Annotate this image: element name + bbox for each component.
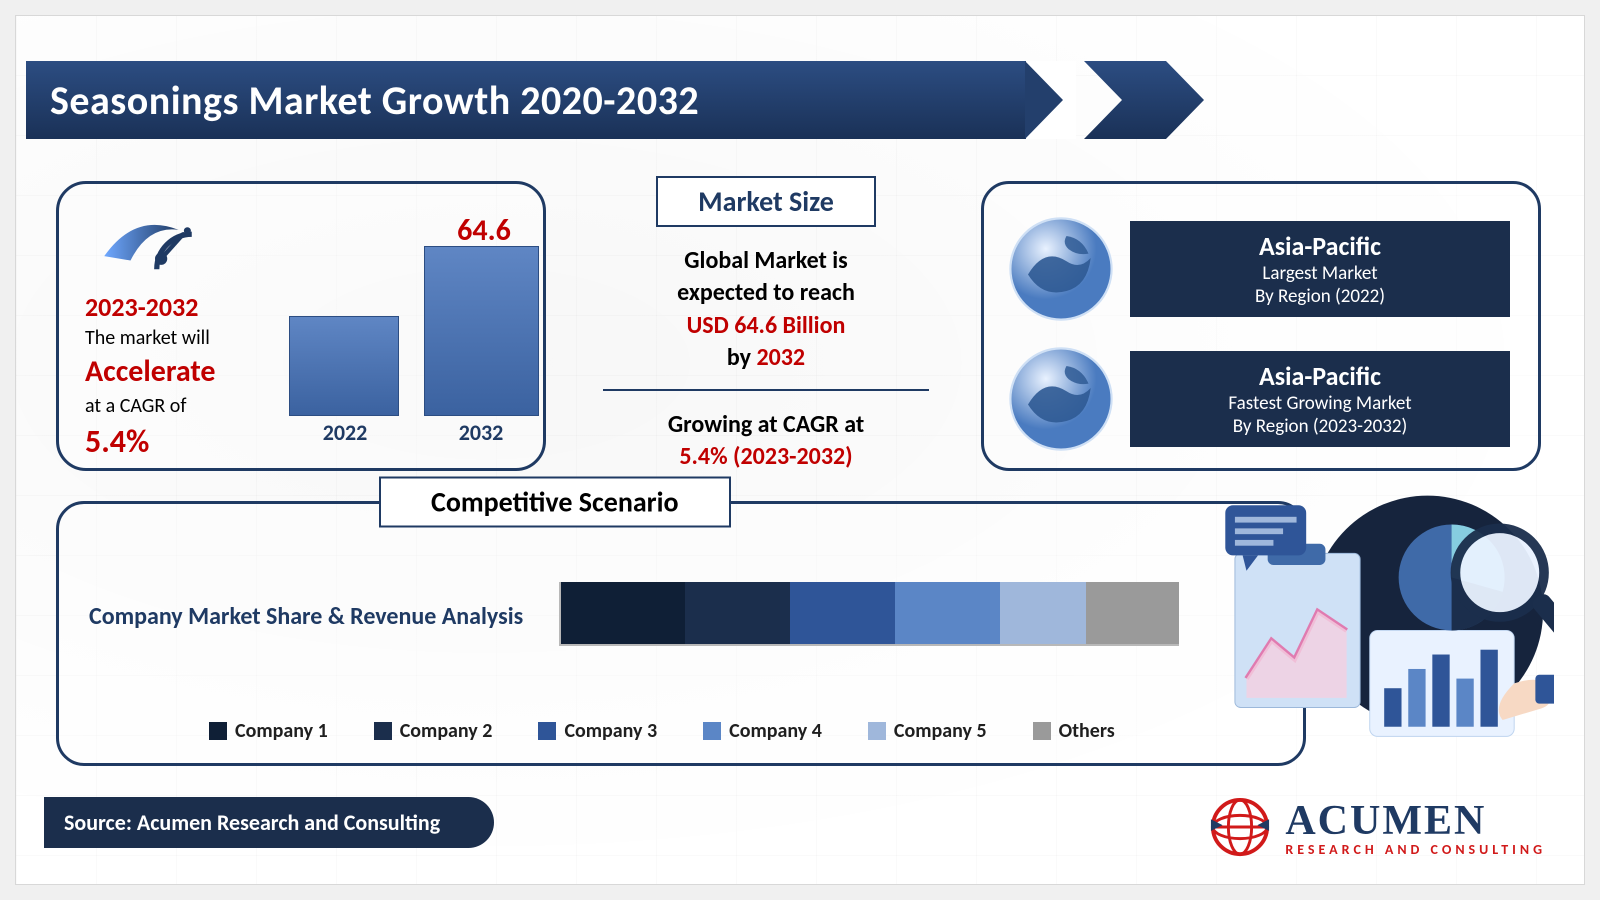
market-size-block: Market Size Global Market is expected to… bbox=[581, 176, 951, 473]
legend-label: Others bbox=[1059, 719, 1115, 743]
competitive-panel: Competitive Scenario Company Market Shar… bbox=[56, 501, 1306, 766]
legend-label: Company 4 bbox=[729, 719, 822, 743]
growth-line2: The market will bbox=[85, 326, 210, 350]
source-pill: Source: Acumen Research and Consulting bbox=[44, 797, 494, 848]
bar-label-2022: 2022 bbox=[285, 419, 405, 446]
legend-item: Company 5 bbox=[868, 719, 987, 743]
ms-by-prefix: by bbox=[727, 343, 757, 372]
logo-text: ACUMEN RESEARCH AND CONSULTING bbox=[1285, 797, 1546, 858]
region1-name: Asia-Pacific bbox=[1259, 230, 1381, 262]
share-analysis-label: Company Market Share & Revenue Analysis bbox=[89, 602, 523, 631]
legend-item: Company 3 bbox=[538, 719, 657, 743]
seg-company3 bbox=[790, 582, 895, 644]
growth-bar-chart: 64.6 2022 2032 bbox=[289, 214, 523, 450]
seg-company5 bbox=[1000, 582, 1087, 644]
ms-by-year: 2032 bbox=[756, 343, 805, 372]
globe-icon bbox=[1006, 214, 1116, 324]
title-banner: Seasonings Market Growth 2020-2032 bbox=[26, 61, 1126, 139]
growth-line3: at a CAGR of bbox=[85, 394, 186, 418]
market-size-divider bbox=[603, 389, 929, 391]
globe-icon bbox=[1006, 344, 1116, 454]
growth-cagr: 5.4% bbox=[85, 422, 149, 461]
legend-item: Company 4 bbox=[703, 719, 822, 743]
ms-grow-val: 5.4% (2023-2032) bbox=[679, 442, 852, 471]
competitive-heading: Competitive Scenario bbox=[379, 477, 731, 528]
legend-item: Company 2 bbox=[374, 719, 493, 743]
logo-name: ACUMEN bbox=[1285, 797, 1546, 845]
growth-panel: 2023-2032 The market will Accelerate at … bbox=[56, 181, 546, 471]
seg-company1 bbox=[561, 582, 685, 644]
region1-t2: Largest Market bbox=[1262, 262, 1377, 285]
ms-grow-line: Growing at CAGR at bbox=[668, 410, 864, 439]
logo-globe-icon bbox=[1209, 796, 1271, 858]
bar-label-2032: 2032 bbox=[421, 419, 541, 446]
legend-item: Company 1 bbox=[209, 719, 328, 743]
seg-company4 bbox=[895, 582, 1000, 644]
seg-others bbox=[1086, 582, 1179, 644]
growth-text-block: 2023-2032 The market will Accelerate at … bbox=[85, 290, 295, 463]
banner-chevron-gap bbox=[1026, 61, 1076, 139]
market-size-heading: Market Size bbox=[656, 176, 876, 227]
market-size-text: Global Market is expected to reach USD 6… bbox=[581, 245, 951, 375]
legend-swatch bbox=[374, 722, 392, 740]
legend-swatch bbox=[209, 722, 227, 740]
share-legend: Company 1 Company 2 Company 3 Company 4 … bbox=[209, 719, 1115, 743]
seg-company2 bbox=[685, 582, 790, 644]
legend-swatch bbox=[703, 722, 721, 740]
bar-2022 bbox=[289, 316, 399, 416]
region-panel: Asia-Pacific Largest Market By Region (2… bbox=[981, 181, 1541, 471]
share-stacked-bar bbox=[559, 582, 1179, 646]
region-box-largest: Asia-Pacific Largest Market By Region (2… bbox=[1130, 221, 1510, 317]
growth-accelerate: Accelerate bbox=[85, 353, 216, 390]
region2-name: Asia-Pacific bbox=[1259, 360, 1381, 392]
ms-value: USD 64.6 Billion bbox=[687, 311, 846, 340]
bar-2032 bbox=[424, 246, 539, 416]
region2-t3: By Region (2023-2032) bbox=[1233, 415, 1407, 438]
market-size-growing: Growing at CAGR at 5.4% (2023-2032) bbox=[581, 409, 951, 474]
infographic-frame: Seasonings Market Growth 2020-2032 2023-… bbox=[15, 15, 1585, 885]
legend-swatch bbox=[1033, 722, 1051, 740]
region2-t2: Fastest Growing Market bbox=[1228, 392, 1411, 415]
page-title: Seasonings Market Growth 2020-2032 bbox=[26, 76, 699, 125]
legend-label: Company 5 bbox=[894, 719, 987, 743]
region-row-largest: Asia-Pacific Largest Market By Region (2… bbox=[1006, 214, 1510, 324]
logo-sub: RESEARCH AND CONSULTING bbox=[1285, 841, 1546, 858]
ms-line1: Global Market is bbox=[684, 246, 848, 275]
region-row-fastest: Asia-Pacific Fastest Growing Market By R… bbox=[1006, 344, 1510, 454]
bar-value-2032: 64.6 bbox=[424, 212, 544, 249]
region-box-fastest: Asia-Pacific Fastest Growing Market By R… bbox=[1130, 351, 1510, 447]
ms-line2: expected to reach bbox=[677, 278, 855, 307]
competitive-heading-wrap: Competitive Scenario bbox=[379, 477, 731, 528]
brand-logo: ACUMEN RESEARCH AND CONSULTING bbox=[1209, 796, 1546, 858]
legend-item: Others bbox=[1033, 719, 1115, 743]
banner-chevron-arrow bbox=[1084, 61, 1134, 139]
region1-t3: By Region (2022) bbox=[1255, 285, 1385, 308]
legend-swatch bbox=[868, 722, 886, 740]
legend-label: Company 3 bbox=[564, 719, 657, 743]
legend-label: Company 1 bbox=[235, 719, 328, 743]
analytics-illustration-icon bbox=[1224, 486, 1554, 746]
forecast-period: 2023-2032 bbox=[85, 291, 198, 323]
speedometer-icon bbox=[93, 208, 203, 278]
legend-swatch bbox=[538, 722, 556, 740]
legend-label: Company 2 bbox=[400, 719, 493, 743]
